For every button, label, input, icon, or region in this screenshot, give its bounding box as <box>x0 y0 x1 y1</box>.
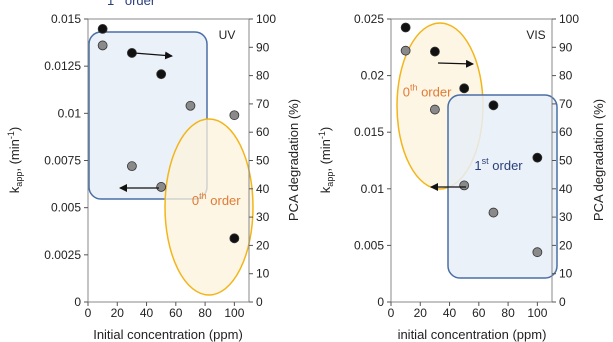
axis-pointer-arrow <box>437 59 474 68</box>
y-axis-label-left-uv: kapp, (min-1) <box>6 127 24 193</box>
y-right-tick-label: 80 <box>559 69 573 83</box>
y-right-tick-label: 30 <box>256 210 270 224</box>
panel-vis: 0 20 40 60 80 100 0 0.005 0.01 0.015 0.02 0.025 0 10 2… <box>317 12 606 342</box>
y-right-tick-label: 60 <box>256 125 270 139</box>
y-right-tick-label: 10 <box>559 267 573 281</box>
y-right-tick-label: 40 <box>256 182 270 196</box>
pca-degradation-point <box>400 22 411 33</box>
pca-degradation-point <box>532 152 543 163</box>
y-right-tick-label: 50 <box>559 154 573 168</box>
axis-pointer-arrow <box>133 51 173 60</box>
pca-degradation-point <box>488 100 499 111</box>
pca-degradation-point <box>229 233 240 244</box>
x-axis-label-vis: initial concentration (ppm) <box>398 327 547 342</box>
first-order-label: 1st order <box>474 156 523 173</box>
y-right-tick-label: 90 <box>559 40 573 54</box>
kapp-point <box>459 180 470 191</box>
y-right-tick-label: 60 <box>559 125 573 139</box>
y-right-tick-label: 20 <box>559 238 573 252</box>
y-right-tick-label: 10 <box>256 267 270 281</box>
x-tick-label: 20 <box>414 306 428 320</box>
y-left-tick-label: 0 <box>377 295 384 309</box>
pca-degradation-point <box>156 69 167 80</box>
y-right-tick-label: 30 <box>559 210 573 224</box>
zero-order-region-uv <box>164 118 254 296</box>
panel-uv: 0 20 40 60 80 10000.00250.0050.00750.010.0125… <box>6 0 301 342</box>
x-tick-label: 80 <box>198 306 212 320</box>
kapp-point <box>430 104 440 115</box>
x-tick-label: 100 <box>224 306 244 320</box>
y-right-tick-label: 0 <box>559 295 566 309</box>
y-right-tick-label: 80 <box>256 69 270 83</box>
y-left-tick-label: 0.01 <box>361 182 385 196</box>
y-left-tick-label: 0.0125 <box>44 59 81 73</box>
y-axis-label-right-uv: PCA degradation (%) <box>286 99 301 221</box>
kapp-point <box>127 161 137 172</box>
y-right-tick-label: 50 <box>256 154 270 168</box>
x-tick-label: 60 <box>169 306 183 320</box>
kapp-point <box>488 207 499 218</box>
y-left-tick-label: 0.02 <box>361 69 385 83</box>
x-tick-label: 20 <box>111 306 125 320</box>
y-right-tick-label: 100 <box>559 12 579 26</box>
y-left-tick-label: 0.015 <box>354 125 384 139</box>
y-left-tick-label: 0.005 <box>51 201 81 215</box>
y-left-tick-label: 0.015 <box>51 12 81 26</box>
x-tick-label: 60 <box>472 306 486 320</box>
pca-degradation-point <box>459 83 470 94</box>
panel-label-vis: VIS <box>526 28 545 42</box>
x-tick-label: 0 <box>85 306 92 320</box>
y-right-tick-label: 70 <box>559 97 573 111</box>
first-order-label: 1st order <box>107 0 156 8</box>
y-left-tick-label: 0 <box>74 295 81 309</box>
kapp-point <box>532 247 543 258</box>
y-left-tick-label: 0.025 <box>354 12 384 26</box>
y-left-tick-label: 0.0025 <box>44 248 81 262</box>
y-left-tick-label: 0.01 <box>58 106 82 120</box>
y-right-tick-label: 40 <box>559 182 573 196</box>
y-right-tick-label: 20 <box>256 238 270 252</box>
panel-label-uv: UV <box>219 28 236 42</box>
kapp-point <box>156 182 167 192</box>
x-tick-label: 80 <box>501 306 515 320</box>
kapp-point <box>400 45 411 56</box>
y-right-tick-label: 70 <box>256 97 270 111</box>
x-axis-label-uv: Initial concentration (ppm) <box>93 327 243 342</box>
zero-order-label: 0th order <box>403 82 452 99</box>
x-tick-label: 40 <box>443 306 457 320</box>
x-tick-label: 40 <box>140 306 154 320</box>
kapp-point <box>229 110 240 121</box>
kapp-point <box>185 100 196 111</box>
y-right-tick-label: 90 <box>256 40 270 54</box>
y-axis-label-right-vis: PCA degradation (%) <box>591 99 606 221</box>
y-right-tick-label: 100 <box>256 12 276 26</box>
kapp-point <box>97 40 108 51</box>
pca-degradation-point <box>430 46 440 57</box>
y-left-tick-label: 0.0075 <box>44 154 81 168</box>
y-left-tick-label: 0.005 <box>354 238 384 252</box>
x-tick-label: 0 <box>388 306 395 320</box>
x-tick-label: 100 <box>527 306 547 320</box>
zero-order-label: 0th order <box>192 191 241 208</box>
pca-degradation-point <box>97 24 108 34</box>
y-axis-label-left-vis: kapp, (min-1) <box>317 127 335 193</box>
y-right-tick-label: 0 <box>256 295 263 309</box>
